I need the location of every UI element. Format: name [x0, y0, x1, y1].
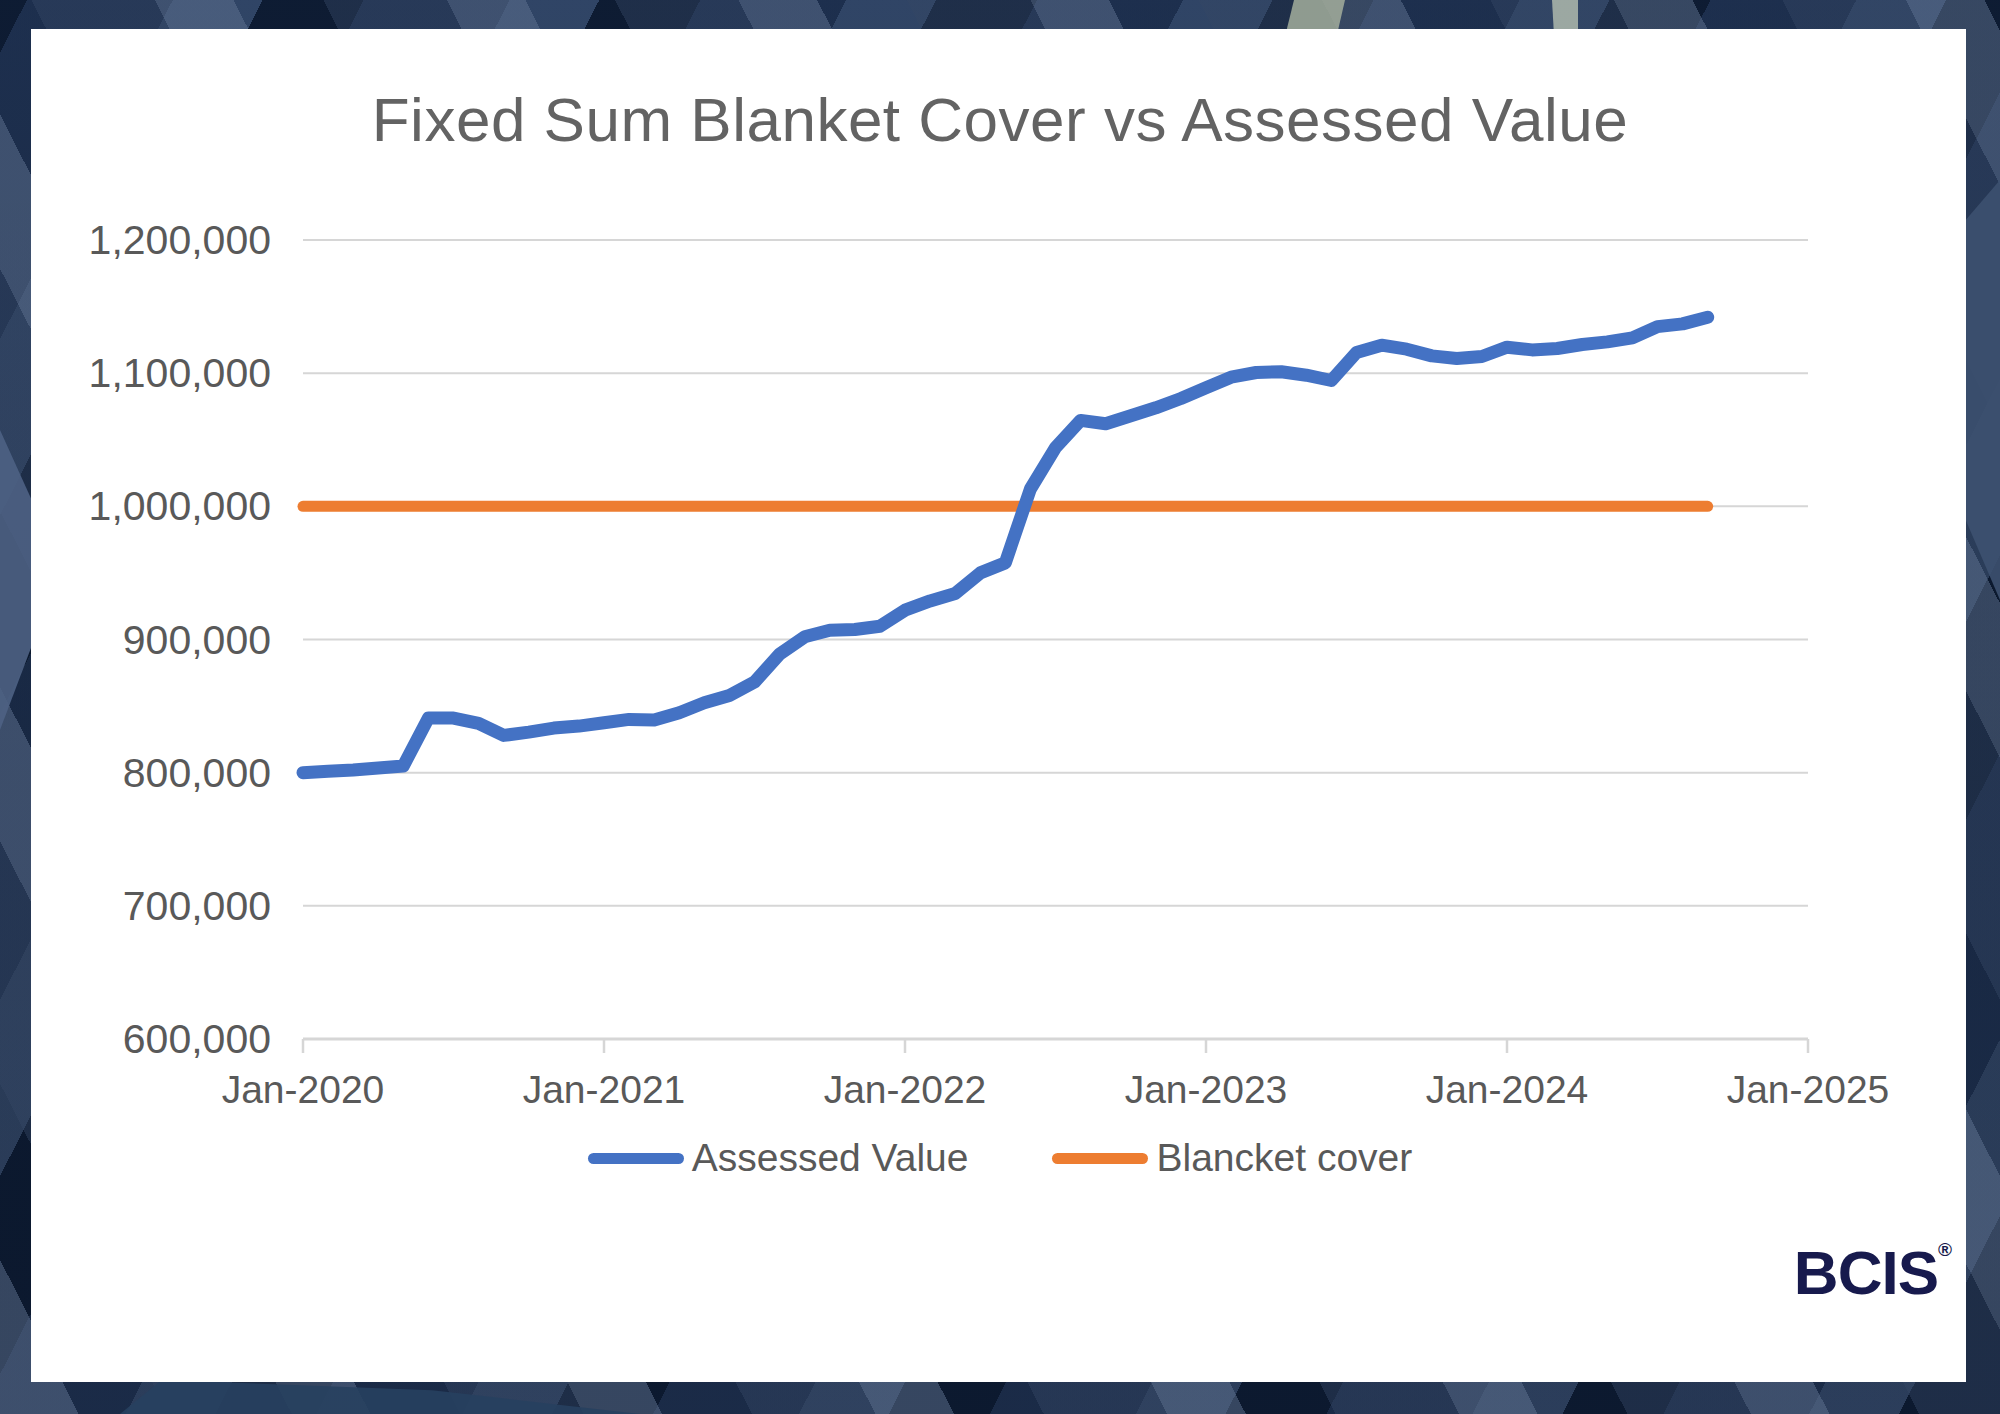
legend-swatch-blanket-cover-icon — [1052, 1153, 1148, 1164]
registered-trademark-icon: ® — [1938, 1239, 1952, 1260]
legend-swatch-assessed-value-icon — [588, 1153, 684, 1164]
assessed-value-line — [303, 317, 1708, 773]
line-chart: 600,000 700,000 800,000 900,000 1,000,000 1,1… — [0, 0, 2000, 1414]
x-tick-label: Jan-2022 — [824, 1068, 987, 1111]
legend-label-assessed-value: Assessed Value — [692, 1136, 969, 1180]
x-tick-label: Jan-2023 — [1125, 1068, 1288, 1111]
chart-title: Fixed Sum Blanket Cover vs Assessed Valu… — [0, 84, 2000, 155]
x-tick-label: Jan-2021 — [523, 1068, 686, 1111]
y-tick-label: 900,000 — [123, 617, 271, 663]
bcis-logo: BCIS® — [1794, 1240, 1952, 1304]
y-tick-label: 1,200,000 — [89, 217, 271, 263]
x-tick-label: Jan-2025 — [1727, 1068, 1890, 1111]
bcis-logo-text: BCIS — [1794, 1238, 1938, 1307]
y-tick-label: 800,000 — [123, 750, 271, 796]
y-tick-label: 1,100,000 — [89, 350, 271, 396]
y-tick-label: 700,000 — [123, 883, 271, 929]
x-tick-label: Jan-2024 — [1426, 1068, 1589, 1111]
x-tick-label: Jan-2020 — [222, 1068, 385, 1111]
legend-item-blanket-cover: Blancket cover — [1052, 1136, 1412, 1180]
chart-legend: Assessed Value Blancket cover — [0, 1128, 2000, 1188]
legend-label-blanket-cover: Blancket cover — [1156, 1136, 1412, 1180]
y-tick-label: 600,000 — [123, 1016, 271, 1062]
y-tick-label: 1,000,000 — [89, 483, 271, 529]
legend-item-assessed-value: Assessed Value — [588, 1136, 969, 1180]
